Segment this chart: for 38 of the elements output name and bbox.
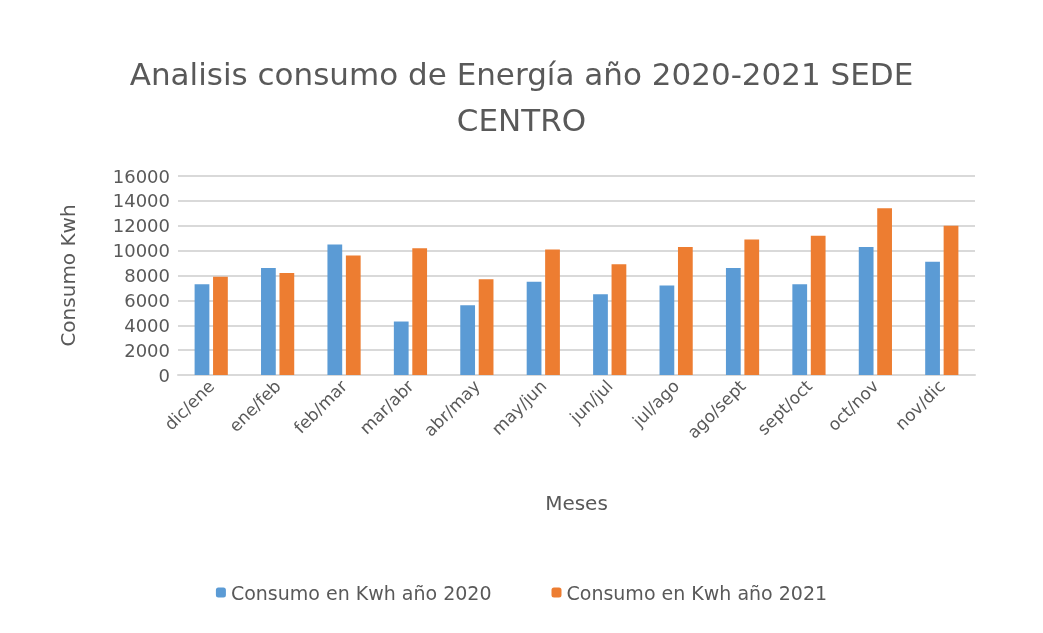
- bar: [611, 264, 627, 375]
- bar: [194, 284, 210, 375]
- bar: [925, 261, 940, 375]
- bar: [412, 248, 428, 375]
- bar: [659, 285, 675, 375]
- bar: [593, 294, 608, 375]
- bar: [810, 235, 826, 375]
- y-tick-label: 2000: [124, 339, 170, 361]
- legend-label: Consumo en Kwh año 2021: [566, 581, 828, 604]
- bar: [526, 281, 542, 375]
- y-tick-label: 6000: [124, 289, 170, 311]
- bar: [744, 239, 760, 375]
- bar: [327, 244, 343, 375]
- y-tick-label: 4000: [124, 314, 170, 336]
- bar: [943, 225, 959, 375]
- bar: [877, 208, 892, 375]
- bar: [725, 268, 741, 375]
- y-tick-label: 0: [158, 364, 170, 386]
- bar: [345, 255, 361, 375]
- y-tick-label: 14000: [112, 190, 170, 212]
- y-axis-title: Consumo Kwh: [56, 204, 80, 347]
- bar: [393, 321, 409, 375]
- bar: [460, 305, 476, 375]
- y-tick-label: 16000: [112, 165, 170, 187]
- legend-label: Consumo en Kwh año 2020: [230, 581, 492, 604]
- bar: [792, 284, 808, 375]
- chart-title: Analisis consumo de Energía año 2020-2021 SEDE CENTRO: [129, 56, 914, 138]
- bar: [279, 273, 295, 375]
- y-tick-label: 12000: [112, 215, 170, 237]
- y-tick-label: 8000: [124, 265, 170, 286]
- bar: [261, 268, 276, 375]
- bar: [478, 279, 494, 375]
- bar: [213, 276, 228, 375]
- bar: [545, 249, 560, 375]
- bar: [858, 246, 874, 375]
- y-tick-label: 10000: [112, 240, 170, 262]
- x-axis-title: Meses: [545, 491, 608, 515]
- bar: [677, 246, 693, 375]
